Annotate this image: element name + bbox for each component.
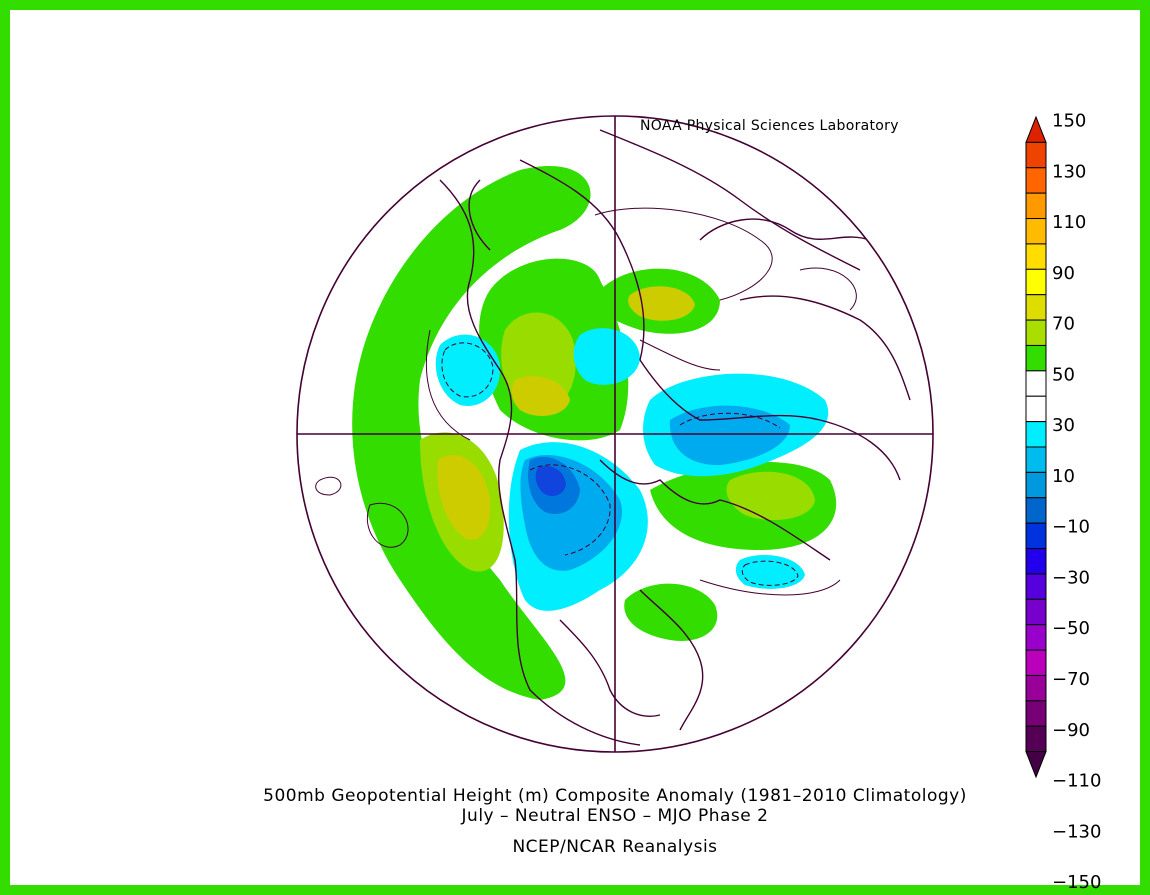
neg-anomaly-asia-east bbox=[735, 555, 805, 589]
pos30-core-asia bbox=[726, 471, 815, 520]
colorbar-box bbox=[1025, 751, 1047, 779]
anomaly-field bbox=[315, 165, 857, 701]
colorbar-box bbox=[1025, 446, 1047, 473]
colorbar-tick-label: −10 bbox=[1052, 517, 1090, 538]
credit-label: NOAA Physical Sciences Laboratory bbox=[640, 118, 899, 134]
colorbar-box bbox=[1025, 115, 1047, 143]
colorbar-tick-label: 70 bbox=[1052, 314, 1075, 335]
colorbar-tick-label: 30 bbox=[1052, 415, 1075, 436]
colorbar-box bbox=[1025, 674, 1047, 702]
colorbar-tick-label: 130 bbox=[1052, 161, 1086, 182]
colorbar-box bbox=[1025, 268, 1047, 296]
colorbar-tick-label: −110 bbox=[1052, 771, 1101, 792]
pos50-core-eurasia bbox=[628, 286, 695, 321]
pos50-core-canada bbox=[511, 376, 570, 416]
colorbar-box bbox=[1025, 522, 1047, 550]
chart-source: NCEP/NCAR Reanalysis bbox=[512, 837, 718, 857]
colorbar-box bbox=[1025, 725, 1047, 753]
pos-anomaly-pacific-arc bbox=[352, 165, 591, 701]
colorbar-tick-label: −70 bbox=[1052, 669, 1090, 690]
colorbar-tick-label: 50 bbox=[1052, 364, 1075, 385]
neg-anomaly-arctic bbox=[573, 328, 640, 385]
colorbar-tick-label: −130 bbox=[1052, 821, 1101, 842]
colorbar-box bbox=[1025, 573, 1047, 600]
colorbar-box bbox=[1025, 395, 1047, 423]
colorbar-box bbox=[1025, 624, 1047, 651]
neg-anomaly-pacific-nw bbox=[435, 334, 501, 406]
colorbar-box bbox=[1025, 243, 1047, 270]
colorbar-tick-label: 90 bbox=[1052, 263, 1075, 284]
colorbar-tick-label: 10 bbox=[1052, 466, 1075, 487]
colorbar-box bbox=[1025, 471, 1047, 499]
colorbar-tick-label: −50 bbox=[1052, 618, 1090, 639]
colorbar-box bbox=[1025, 344, 1047, 372]
colorbar-tick-label: −30 bbox=[1052, 567, 1090, 588]
colorbar-tick-label: 150 bbox=[1052, 111, 1086, 132]
colorbar-box bbox=[1025, 700, 1047, 727]
colorbar-box bbox=[1025, 167, 1047, 194]
pos50-core-pacific bbox=[437, 454, 491, 540]
colorbar-box bbox=[1025, 218, 1047, 245]
colorbar-box bbox=[1025, 192, 1047, 220]
colorbar-box bbox=[1025, 319, 1047, 346]
colorbar-box bbox=[1025, 497, 1047, 524]
chart-title: 500mb Geopotential Height (m) Composite … bbox=[263, 786, 967, 806]
colorbar-box bbox=[1025, 421, 1047, 448]
neg70-core-na bbox=[535, 465, 566, 497]
colorbar-box bbox=[1025, 548, 1047, 575]
colorbar-box bbox=[1025, 294, 1047, 321]
colorbar-box bbox=[1025, 598, 1047, 626]
colorbar-box bbox=[1025, 370, 1047, 397]
coastlines bbox=[439, 129, 911, 746]
colorbar-tick-label: 110 bbox=[1052, 212, 1086, 233]
colorbar-box bbox=[1025, 141, 1047, 169]
colorbar-tick-label: −90 bbox=[1052, 720, 1090, 741]
colorbar-tick-label: −150 bbox=[1052, 872, 1101, 893]
colorbar-box bbox=[1025, 649, 1047, 676]
chart-subtitle: July – Neutral ENSO – MJO Phase 2 bbox=[461, 806, 769, 826]
